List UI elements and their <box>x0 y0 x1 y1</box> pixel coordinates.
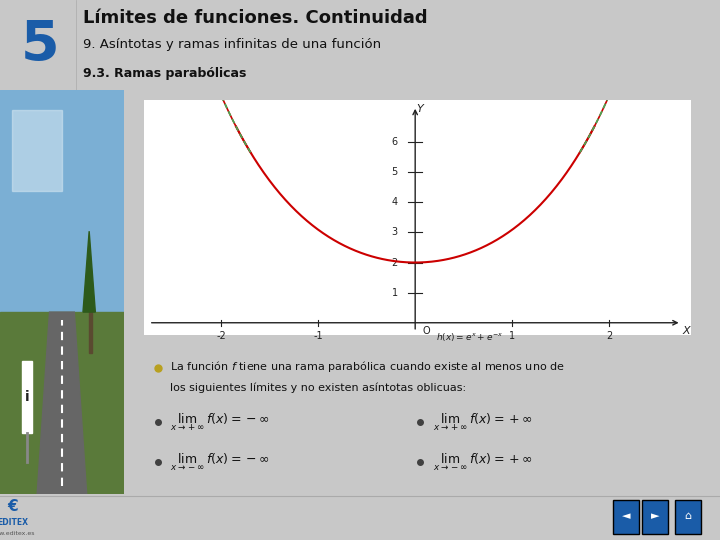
Text: $\underset{x\to-\infty}{\lim}\,f(x) = +\infty$: $\underset{x\to-\infty}{\lim}\,f(x) = +\… <box>433 451 533 472</box>
Polygon shape <box>12 110 62 191</box>
Bar <box>89 304 92 353</box>
Text: ◄: ◄ <box>622 511 631 521</box>
Text: 2: 2 <box>606 331 612 341</box>
Bar <box>22 361 32 434</box>
FancyBboxPatch shape <box>675 500 701 535</box>
Text: 1: 1 <box>509 331 515 341</box>
FancyBboxPatch shape <box>642 500 668 535</box>
Text: ►: ► <box>651 511 660 521</box>
Polygon shape <box>0 312 124 494</box>
Text: Límites de funciones. Continuidad: Límites de funciones. Continuidad <box>83 9 428 27</box>
Text: ⌂: ⌂ <box>684 511 691 521</box>
Text: 4: 4 <box>392 197 397 207</box>
Text: -2: -2 <box>217 331 226 341</box>
Text: $\underset{x\to+\infty}{\lim}\,f(x) = +\infty$: $\underset{x\to+\infty}{\lim}\,f(x) = +\… <box>433 410 533 433</box>
Text: 5: 5 <box>20 18 59 72</box>
Text: 9. Asíntotas y ramas infinitas de una función: 9. Asíntotas y ramas infinitas de una fu… <box>83 38 381 51</box>
Polygon shape <box>0 90 124 312</box>
Text: EDITEX: EDITEX <box>0 518 29 527</box>
Text: $h(x) = e^x + e^{-x}$: $h(x) = e^x + e^{-x}$ <box>436 331 503 343</box>
Text: 5: 5 <box>392 167 397 177</box>
Text: www.editex.es: www.editex.es <box>0 531 36 536</box>
Text: 3: 3 <box>392 227 397 238</box>
Text: X: X <box>683 326 690 336</box>
Text: 6: 6 <box>392 137 397 147</box>
Text: La función $f$ tiene una rama parabólica cuando existe al menos uno de: La función $f$ tiene una rama parabólica… <box>170 359 565 374</box>
Text: $\underset{x\to-\infty}{\lim}\,f(x) = -\infty$: $\underset{x\to-\infty}{\lim}\,f(x) = -\… <box>170 451 270 472</box>
Text: $\underset{x\to+\infty}{\lim}\,f(x) = -\infty$: $\underset{x\to+\infty}{\lim}\,f(x) = -\… <box>170 410 270 433</box>
Text: 1: 1 <box>392 288 397 298</box>
Text: i: i <box>25 390 30 404</box>
Text: 9.3. Ramas parabólicas: 9.3. Ramas parabólicas <box>83 67 246 80</box>
Text: €: € <box>8 500 18 515</box>
Polygon shape <box>83 231 95 312</box>
Text: 2: 2 <box>392 258 397 267</box>
Text: Y: Y <box>417 104 423 114</box>
FancyBboxPatch shape <box>613 500 639 535</box>
Text: O: O <box>423 326 431 336</box>
Text: -1: -1 <box>313 331 323 341</box>
Polygon shape <box>37 312 86 494</box>
Text: los siguientes límites y no existen asíntotas oblicuas:: los siguientes límites y no existen asín… <box>170 382 467 393</box>
